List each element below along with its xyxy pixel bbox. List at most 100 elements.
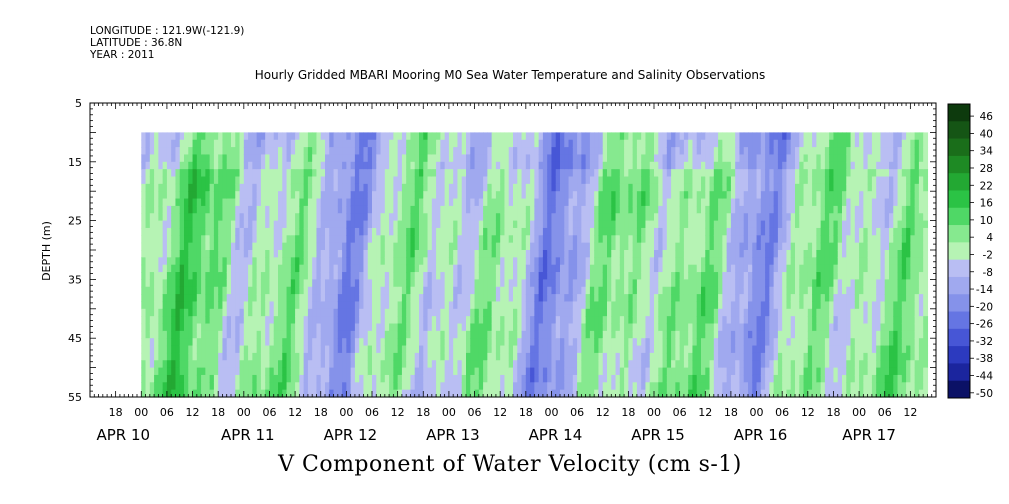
field-cell: [440, 198, 446, 207]
field-cell: [619, 169, 625, 178]
field-cell: [354, 220, 360, 229]
field-cell: [235, 183, 241, 192]
field-cell: [448, 294, 454, 303]
field-cell: [478, 382, 484, 391]
field-cell: [333, 308, 339, 317]
field-cell: [239, 205, 245, 214]
field-cell: [679, 294, 685, 303]
field-cell: [560, 345, 565, 354]
field-cell: [701, 316, 706, 325]
field-cell: [500, 220, 506, 229]
field-cell: [423, 264, 429, 273]
field-cell: [286, 389, 292, 398]
field-cell: [307, 352, 313, 361]
field-cell: [333, 191, 339, 200]
field-cell: [188, 338, 194, 347]
field-cell: [440, 147, 446, 156]
field-cell: [235, 242, 241, 251]
field-cell: [299, 147, 305, 156]
field-cell: [303, 250, 309, 258]
field-cell: [577, 235, 582, 244]
field-cell: [192, 205, 198, 214]
field-cell: [423, 242, 429, 251]
field-cell: [337, 323, 343, 332]
field-cell: [218, 257, 224, 266]
field-cell: [384, 330, 390, 339]
field-cell: [179, 330, 185, 339]
field-cell: [359, 147, 365, 156]
field-cell: [171, 316, 177, 325]
field-cell: [615, 286, 621, 295]
field-cell: [538, 382, 544, 391]
field-cell: [602, 279, 608, 288]
field-cell: [577, 227, 582, 236]
field-cell: [692, 338, 698, 347]
field-cell: [397, 227, 403, 236]
field-cell: [555, 279, 561, 288]
field-cell: [547, 257, 553, 266]
field-cell: [504, 250, 510, 258]
field-cell: [440, 205, 446, 214]
field-cell: [235, 161, 241, 170]
field-cell: [325, 227, 330, 236]
field-cell: [589, 257, 595, 266]
field-cell: [726, 205, 732, 214]
field-cell: [560, 294, 565, 303]
field-cell: [372, 242, 377, 251]
field-cell: [440, 169, 446, 178]
field-cell: [431, 374, 437, 383]
field-cell: [419, 227, 424, 236]
field-cell: [269, 286, 275, 295]
field-cell: [325, 198, 330, 207]
field-cell: [513, 183, 518, 192]
field-cell: [171, 338, 177, 347]
field-cell: [397, 169, 403, 178]
field-cell: [363, 389, 369, 398]
field-cell: [589, 235, 595, 244]
field-cell: [269, 257, 275, 266]
field-cell: [534, 286, 540, 295]
field-cell: [675, 147, 681, 156]
field-cell: [683, 132, 689, 141]
field-cell: [624, 227, 629, 236]
field-cell: [363, 257, 369, 266]
field-cell: [688, 382, 694, 391]
field-cell: [256, 220, 262, 229]
field-cell: [611, 389, 617, 398]
field-cell: [218, 220, 224, 229]
field-cell: [384, 389, 390, 398]
field-cell: [141, 330, 147, 339]
field-cell: [594, 301, 600, 310]
field-cell: [218, 338, 224, 347]
field-cell: [393, 257, 399, 266]
field-cell: [525, 235, 531, 244]
field-cell: [372, 294, 377, 303]
field-cell: [495, 272, 501, 280]
field-cell: [688, 250, 694, 258]
field-cell: [248, 338, 253, 347]
field-cell: [525, 367, 531, 376]
field-cell: [555, 139, 561, 148]
field-cell: [239, 139, 245, 148]
field-cell: [508, 242, 514, 251]
field-cell: [521, 308, 527, 317]
field-cell: [384, 147, 390, 156]
field-cell: [709, 257, 715, 266]
field-cell: [478, 360, 484, 369]
field-cell: [316, 132, 322, 141]
field-cell: [666, 308, 672, 317]
field-cell: [534, 272, 540, 280]
field-cell: [401, 316, 407, 325]
field-cell: [209, 213, 215, 222]
field-cell: [662, 242, 668, 251]
field-cell: [436, 132, 441, 141]
field-cell: [346, 161, 352, 170]
field-cell: [619, 389, 625, 398]
field-cell: [726, 272, 732, 280]
field-cell: [589, 272, 595, 280]
field-cell: [581, 367, 587, 376]
field-cell: [671, 272, 676, 280]
field-cell: [436, 279, 441, 288]
field-cell: [367, 272, 373, 280]
field-cell: [406, 316, 412, 325]
